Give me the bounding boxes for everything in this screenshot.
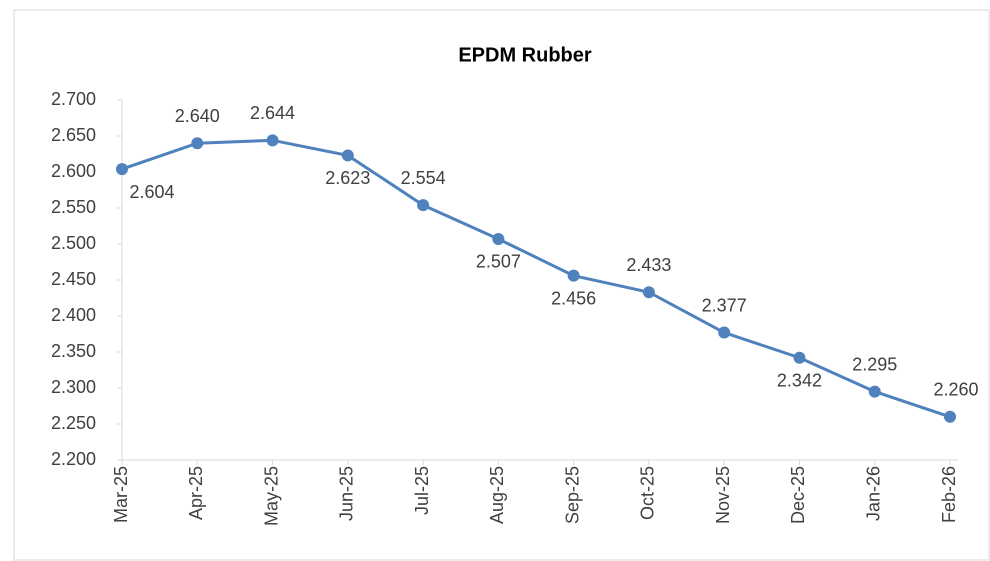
y-tick-label: 2.550: [51, 197, 96, 217]
y-tick-label: 2.200: [51, 449, 96, 469]
data-label: 2.640: [175, 106, 220, 126]
data-label: 2.554: [401, 168, 446, 188]
x-tick-label: Oct-25: [638, 466, 658, 520]
x-tick-label: Apr-25: [186, 466, 206, 520]
x-tick-label: Dec-25: [788, 466, 808, 524]
data-label: 2.623: [325, 168, 370, 188]
x-tick-label: Sep-25: [562, 466, 582, 524]
y-tick-label: 2.400: [51, 305, 96, 325]
y-tick-label: 2.300: [51, 377, 96, 397]
data-label: 2.456: [551, 288, 596, 308]
x-tick-label: May-25: [261, 466, 281, 526]
y-tick-label: 2.600: [51, 161, 96, 181]
data-label: 2.507: [476, 252, 521, 272]
y-tick-label: 2.650: [51, 125, 96, 145]
y-tick-label: 2.500: [51, 233, 96, 253]
data-label: 2.604: [129, 182, 174, 202]
y-tick-label: 2.250: [51, 413, 96, 433]
data-point: [266, 134, 279, 147]
data-label: 2.644: [250, 103, 295, 123]
data-point: [492, 232, 505, 245]
x-tick-label: Jun-25: [337, 466, 357, 521]
data-point: [191, 137, 204, 150]
x-tick-label: Nov-25: [713, 466, 733, 524]
data-point: [642, 286, 655, 299]
data-label: 2.377: [702, 295, 747, 315]
x-tick-label: Feb-26: [939, 466, 959, 523]
chart-frame: [13, 9, 990, 561]
x-tick-label: Mar-25: [111, 466, 131, 523]
y-tick-label: 2.450: [51, 269, 96, 289]
data-label: 2.260: [933, 380, 978, 400]
x-tick-label: Jan-26: [863, 466, 883, 521]
data-point: [944, 410, 956, 423]
data-label: 2.433: [626, 255, 671, 275]
x-tick-label: Aug-25: [487, 466, 507, 524]
x-tick-label: Jul-25: [412, 466, 432, 515]
y-tick-label: 2.350: [51, 341, 96, 361]
data-point: [793, 351, 806, 364]
chart-title: EPDM Rubber: [458, 44, 592, 66]
y-tick-label: 2.700: [51, 89, 96, 109]
data-point: [567, 269, 580, 282]
data-point: [341, 149, 354, 162]
series-line: [121, 138, 951, 419]
data-label: 2.295: [852, 354, 897, 374]
data-label: 2.342: [777, 371, 822, 391]
data-point: [116, 163, 128, 176]
data-point: [417, 199, 430, 212]
data-point: [718, 326, 731, 339]
data-point: [868, 385, 881, 398]
